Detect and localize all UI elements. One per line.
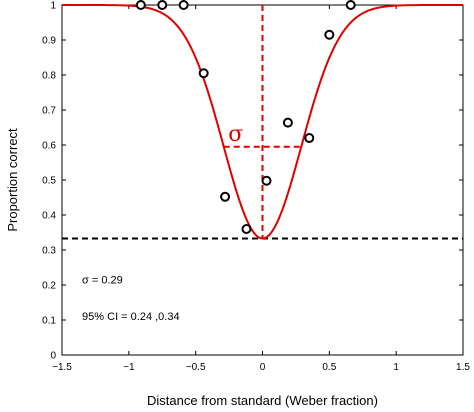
data-point xyxy=(157,0,168,10)
x-tick-label: 1.5 xyxy=(456,362,470,373)
y-axis-label: Proportion correct xyxy=(5,128,20,232)
y-tick-label: 0.2 xyxy=(42,281,56,292)
y-tick-label: 0.3 xyxy=(42,246,56,257)
axis-ticks: −1.5 −1 −0.5 0 0.5 1 1.5 0 0.1 0.2 0.3 0.4 0.5 0.6 0.7… xyxy=(42,1,470,374)
data-point xyxy=(135,0,146,10)
data-point xyxy=(241,224,252,234)
data-point xyxy=(282,117,293,128)
x-tick-label: −0.5 xyxy=(186,362,206,373)
fit-curve xyxy=(62,4,463,240)
y-tick-label: 0.6 xyxy=(42,141,56,152)
y-tick-label: 0.9 xyxy=(42,36,56,47)
y-tick-label: 0.8 xyxy=(42,71,56,82)
x-axis-label: Distance from standard (Weber fraction) xyxy=(147,393,378,408)
data-point xyxy=(198,68,209,79)
x-tick-label: 0.5 xyxy=(322,362,336,373)
sigma-label: σ xyxy=(228,122,243,147)
reference-lines xyxy=(62,5,463,240)
y-tick-label: 0.5 xyxy=(42,176,56,187)
x-tick-label: 1 xyxy=(393,362,399,373)
x-tick-label: 0 xyxy=(260,362,266,373)
data-points xyxy=(135,0,356,234)
data-point xyxy=(261,175,272,186)
data-point xyxy=(220,191,231,202)
y-tick-label: 0.4 xyxy=(42,211,56,222)
y-tick-label: 0 xyxy=(50,351,56,362)
y-tick-label: 0.7 xyxy=(42,106,56,117)
x-tick-label: −1.5 xyxy=(52,362,72,373)
ci-annotation: 95% CI = 0.24 ,0.34 xyxy=(82,311,180,323)
data-point xyxy=(324,29,335,40)
y-tick-label: 1 xyxy=(50,1,56,12)
y-tick-label: 0.1 xyxy=(42,316,56,327)
data-point xyxy=(304,133,315,143)
data-point xyxy=(178,0,189,10)
x-tick-label: −1 xyxy=(123,362,135,373)
sigma-annotation: σ = 0.29 xyxy=(82,274,123,286)
data-point xyxy=(345,0,356,10)
